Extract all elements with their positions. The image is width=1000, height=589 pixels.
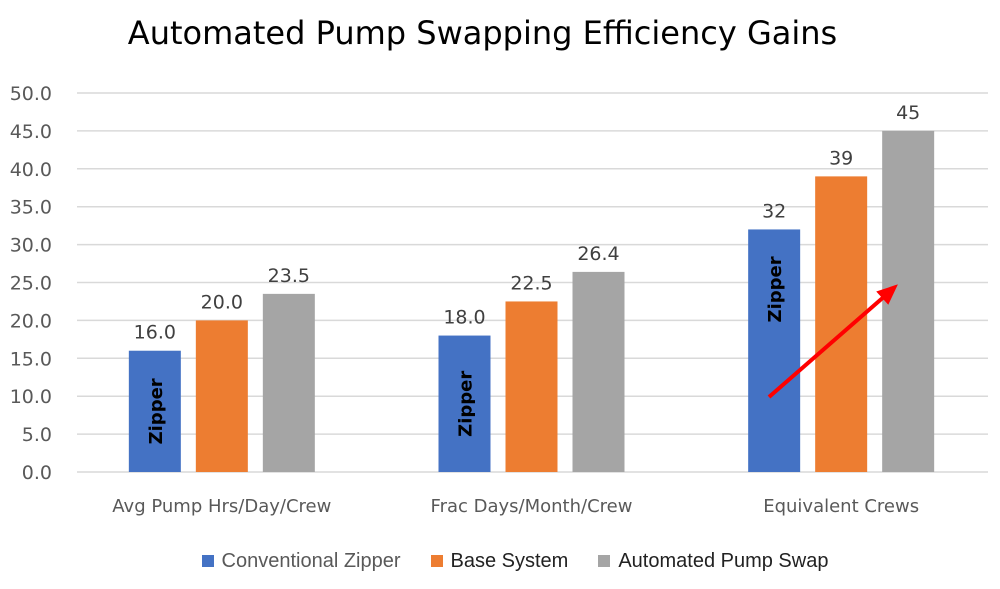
- data-label: 20.0: [201, 291, 243, 313]
- x-tick-label: Frac Days/Month/Crew: [431, 496, 633, 517]
- legend-label: Base System: [450, 549, 569, 572]
- annotation-arrow-head: [876, 284, 898, 305]
- chart-title: Automated Pump Swapping Efficiency Gains: [127, 14, 838, 52]
- data-label: 22.5: [510, 272, 552, 294]
- y-tick-label: 15.0: [10, 348, 52, 370]
- data-label: 39: [829, 147, 853, 169]
- legend-swatch-blue: [201, 555, 214, 567]
- bar-1-1: [505, 301, 558, 472]
- y-tick-label: 40.0: [10, 159, 52, 181]
- x-tick-label: Avg Pump Hrs/Day/Crew: [112, 496, 331, 517]
- legend-item-conventional-zipper: Conventional Zipper: [201, 549, 401, 573]
- bar-2-1: [572, 271, 625, 472]
- y-tick-label: 50.0: [10, 83, 52, 105]
- bar-1-2: [815, 176, 868, 472]
- y-tick-label: 35.0: [10, 197, 52, 219]
- bar-inline-label: Zipper: [146, 378, 167, 444]
- y-tick-label: 5.0: [22, 424, 52, 446]
- bar-inline-label: Zipper: [456, 371, 477, 437]
- legend-item-automated-pump-swap: Automated Pump Swap: [598, 550, 828, 573]
- bar-inline-label: Zipper: [765, 256, 786, 322]
- data-label: 16.0: [134, 322, 176, 344]
- legend-label: Conventional Zipper: [221, 549, 401, 572]
- y-tick-label: 10.0: [10, 386, 52, 408]
- bar-0-0: [128, 350, 181, 472]
- legend-swatch-gray: [598, 555, 611, 567]
- y-tick-label: 45.0: [10, 121, 52, 143]
- data-label: 26.4: [577, 243, 619, 265]
- bar-0-2: [748, 229, 801, 472]
- bar-2-0: [262, 293, 315, 472]
- y-tick-label: 20.0: [10, 310, 52, 332]
- legend-label: Automated Pump Swap: [618, 549, 829, 572]
- legend-item-base-system: Base System: [430, 549, 569, 573]
- data-label: 32: [762, 200, 786, 222]
- data-label: 45: [896, 102, 920, 124]
- data-label: 18.0: [443, 307, 485, 329]
- annotation-arrow-shaft: [767, 293, 888, 399]
- bar-2-2: [882, 130, 935, 472]
- x-tick-label: Equivalent Crews: [763, 496, 919, 517]
- data-label: 23.5: [268, 265, 310, 287]
- y-tick-label: 30.0: [10, 235, 52, 257]
- bar-0-1: [438, 335, 491, 472]
- legend: Conventional Zipper Base System Automate…: [0, 546, 1000, 576]
- bar-1-0: [195, 320, 248, 472]
- y-tick-label: 25.0: [10, 273, 52, 295]
- y-tick-label: 0.0: [22, 462, 52, 484]
- legend-swatch-orange: [430, 555, 443, 567]
